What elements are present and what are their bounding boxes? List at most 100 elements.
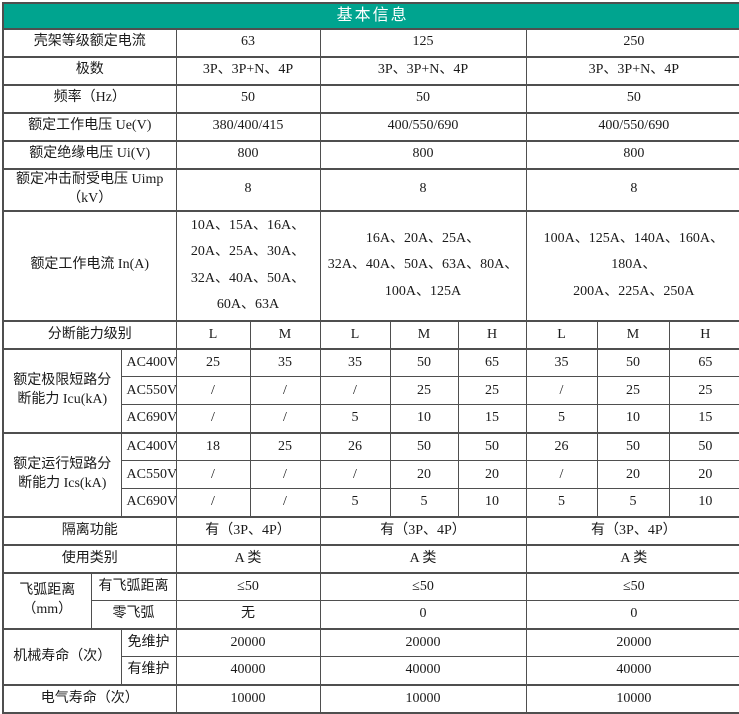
row-in-current: 额定工作电流 In(A) 10A、15A、16A、 20A、25A、30A、 3…: [2, 209, 739, 322]
row-label-arc: 飞弧距离 （mm）: [2, 571, 92, 630]
cell-icu-ac400v-6: 50: [596, 347, 670, 378]
cell-icu-ac400v-0: 25: [175, 347, 251, 378]
row-elec-life: 电气寿命（次） 10000 10000 10000: [2, 683, 739, 714]
row-label-in-current: 额定工作电流 In(A): [2, 209, 177, 322]
cell-ics-ac550v-4: 20: [457, 460, 527, 490]
cell-ics-ac690v-3: 5: [389, 488, 459, 518]
cell-elec-life-63: 10000: [175, 683, 321, 714]
cell-ics-ac550v-0: /: [175, 460, 251, 490]
sub-label-arc-with: 有飞弧距离: [90, 571, 177, 602]
cell-in-current-125: 16A、20A、25A、 32A、40A、50A、63A、80A、 100A、1…: [319, 209, 527, 322]
cell-utilization-250: A 类: [525, 543, 739, 574]
cell-ics-ac690v-2: 5: [319, 488, 391, 518]
cell-grade-250-h: H: [668, 319, 739, 350]
cell-icu-ac550v-3: 25: [389, 376, 459, 406]
cell-icu-ac690v-6: 10: [596, 404, 670, 434]
row-poles: 极数 3P、3P+N、4P 3P、3P+N、4P 3P、3P+N、4P: [2, 55, 739, 86]
row-icu-ac690v: AC690V / / 5 10 15 5 10 15: [3, 404, 739, 434]
row-ui: 额定绝缘电压 Ui(V) 800 800 800: [2, 139, 739, 170]
cell-grade-250-m: M: [596, 319, 670, 350]
cell-icu-ac690v-2: 5: [319, 404, 391, 434]
cell-poles-250: 3P、3P+N、4P: [525, 55, 739, 86]
cell-ics-ac550v-1: /: [249, 460, 321, 490]
cell-frequency-125: 50: [319, 83, 527, 114]
cell-frequency-250: 50: [525, 83, 739, 114]
cell-utilization-125: A 类: [319, 543, 527, 574]
cell-icu-ac550v-1: /: [249, 376, 321, 406]
cell-ics-ac690v-4: 10: [457, 488, 527, 518]
cell-mech-free-63: 20000: [175, 627, 321, 658]
cell-frame-current-125: 125: [319, 27, 527, 58]
row-icu-ac550v: AC550V / / / 25 25 / 25 25: [3, 376, 739, 406]
cell-icu-ac550v-4: 25: [457, 376, 527, 406]
table-title: 基本信息: [1, 2, 739, 30]
sub-label-ics-ac550v: AC550V: [120, 460, 177, 490]
cell-arc-with-63: ≤50: [175, 571, 321, 602]
row-label-uimp: 额定冲击耐受电压 Uimp （kV）: [2, 167, 177, 212]
cell-arc-with-250: ≤50: [525, 571, 739, 602]
cell-ics-ac400v-2: 26: [319, 431, 391, 462]
cell-in-current-250: 100A、125A、140A、160A、180A、 200A、225A、250A: [525, 209, 739, 322]
cell-ics-ac690v-0: /: [175, 488, 251, 518]
sub-label-mech-free: 免维护: [120, 627, 177, 658]
cell-grade-250-l: L: [525, 319, 598, 350]
sub-label-arc-zero: 零飞弧: [90, 600, 177, 630]
cell-ics-ac550v-2: /: [319, 460, 391, 490]
cell-icu-ac550v-7: 25: [668, 376, 739, 406]
cell-frame-current-63: 63: [175, 27, 321, 58]
sub-label-ics-ac400v: AC400V: [120, 431, 177, 462]
row-frequency: 频率（Hz） 50 50 50: [2, 83, 739, 114]
row-label-ics: 额定运行短路分 断能力 Ics(kA): [2, 431, 122, 518]
row-arc-with: 飞弧距离 （mm） 有飞弧距离 ≤50 ≤50 ≤50: [2, 571, 739, 630]
table-header-row: 基本信息: [1, 2, 739, 30]
row-arc-zero: 零飞弧 无 0 0: [3, 600, 739, 630]
cell-icu-ac550v-0: /: [175, 376, 251, 406]
cell-in-current-63: 10A、15A、16A、 20A、25A、30A、 32A、40A、50A、 6…: [175, 209, 321, 322]
cell-mech-maintained-250: 40000: [525, 656, 739, 686]
cell-grade-63-l: L: [175, 319, 251, 350]
row-label-breaking-grade: 分断能力级别: [2, 319, 177, 350]
cell-icu-ac550v-2: /: [319, 376, 391, 406]
cell-icu-ac400v-1: 35: [249, 347, 321, 378]
cell-grade-63-m: M: [249, 319, 321, 350]
cell-ui-250: 800: [525, 139, 739, 170]
cell-ics-ac690v-7: 10: [668, 488, 739, 518]
cell-ics-ac550v-3: 20: [389, 460, 459, 490]
cell-icu-ac690v-1: /: [249, 404, 321, 434]
cell-arc-with-125: ≤50: [319, 571, 527, 602]
row-label-frequency: 频率（Hz）: [2, 83, 177, 114]
row-label-ui: 额定绝缘电压 Ui(V): [2, 139, 177, 170]
sub-label-icu-ac550v: AC550V: [120, 376, 177, 406]
cell-icu-ac550v-6: 25: [596, 376, 670, 406]
cell-ics-ac550v-7: 20: [668, 460, 739, 490]
cell-mech-maintained-125: 40000: [319, 656, 527, 686]
cell-ue-125: 400/550/690: [319, 111, 527, 142]
cell-icu-ac400v-4: 65: [457, 347, 527, 378]
cell-icu-ac690v-0: /: [175, 404, 251, 434]
row-label-ue: 额定工作电压 Ue(V): [2, 111, 177, 142]
cell-icu-ac400v-5: 35: [525, 347, 598, 378]
cell-icu-ac690v-5: 5: [525, 404, 598, 434]
cell-utilization-63: A 类: [175, 543, 321, 574]
row-ics-ac400v: 额定运行短路分 断能力 Ics(kA) AC400V 18 25 26 50 5…: [2, 431, 739, 518]
cell-elec-life-125: 10000: [319, 683, 527, 714]
cell-mech-free-250: 20000: [525, 627, 739, 658]
cell-ics-ac400v-5: 26: [525, 431, 598, 462]
cell-uimp-125: 8: [319, 167, 527, 212]
cell-ics-ac400v-3: 50: [389, 431, 459, 462]
cell-elec-life-250: 10000: [525, 683, 739, 714]
row-frame-current: 壳架等级额定电流 63 125 250: [2, 27, 739, 58]
sub-label-mech-maintained: 有维护: [120, 656, 177, 686]
cell-ue-250: 400/550/690: [525, 111, 739, 142]
row-mech-free: 机械寿命（次） 免维护 20000 20000 20000: [2, 627, 739, 686]
cell-icu-ac400v-3: 50: [389, 347, 459, 378]
cell-poles-125: 3P、3P+N、4P: [319, 55, 527, 86]
row-uimp: 额定冲击耐受电压 Uimp （kV） 8 8 8: [2, 167, 739, 212]
row-icu-ac400v: 额定极限短路分 断能力 Icu(kA) AC400V 25 35 35 50 6…: [2, 347, 739, 434]
cell-icu-ac690v-3: 10: [389, 404, 459, 434]
row-label-mech-life: 机械寿命（次）: [2, 627, 122, 686]
sub-label-ics-ac690v: AC690V: [120, 488, 177, 518]
cell-ics-ac690v-5: 5: [525, 488, 598, 518]
cell-ui-125: 800: [319, 139, 527, 170]
